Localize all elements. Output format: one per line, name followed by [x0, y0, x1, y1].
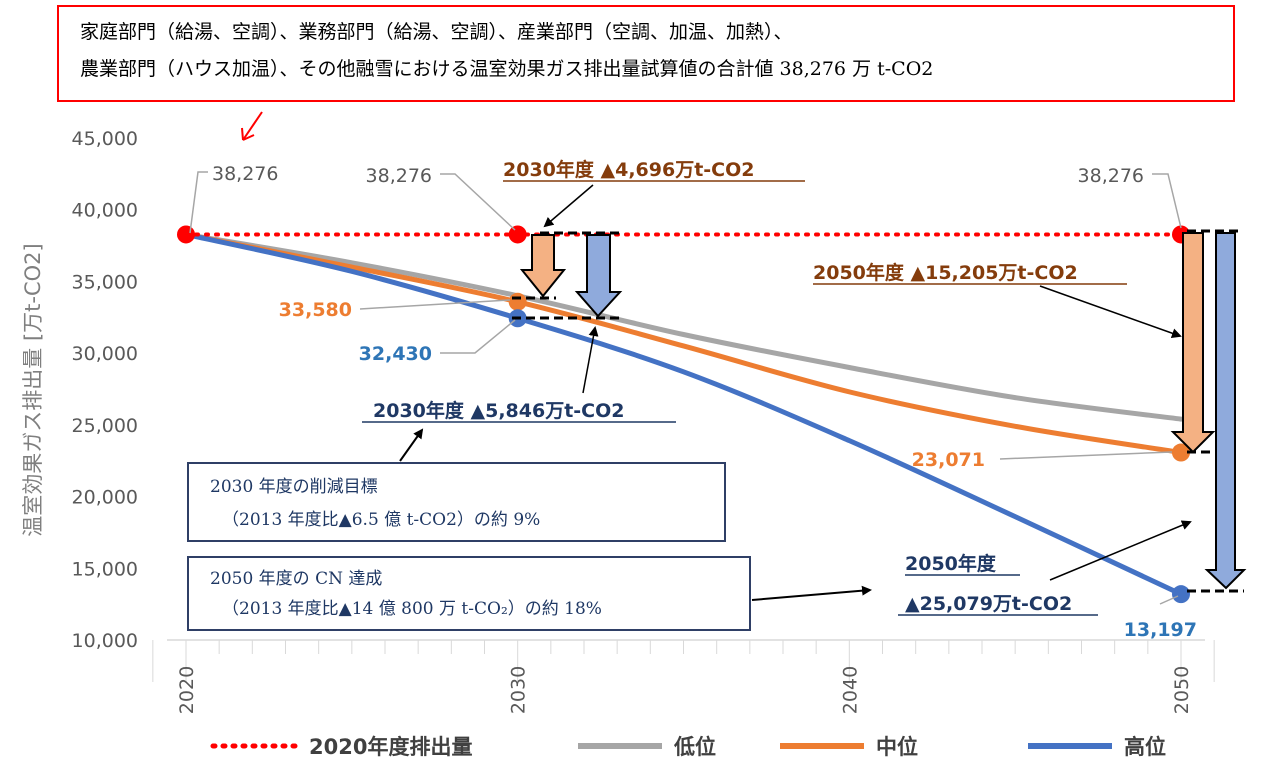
target-2030-line-2: （2013 年度比▲6.5 億 t-CO2）の約 9% — [222, 510, 540, 530]
y-axis-label: 温室効果ガス排出量 [万t-CO2] — [21, 243, 45, 536]
label-mid-2050: 23,071 — [912, 449, 985, 471]
annotation-2050-high-1: 2050年度 — [905, 552, 997, 575]
legend-label: 2020年度排出量 — [309, 735, 472, 759]
target-2050-line-1: 2050 年度の CN 達成 — [210, 569, 382, 589]
annotation-2050-mid-pointer — [1039, 285, 1182, 339]
label-high-2050: 13,197 — [1124, 619, 1197, 641]
y-tick-label: 30,000 — [72, 343, 138, 365]
y-tick-label: 25,000 — [72, 415, 138, 437]
leader-lines — [189, 171, 1182, 605]
arrow-2050-mid — [1170, 232, 1216, 454]
header-box — [57, 5, 1235, 102]
series-line-low — [183, 231, 1184, 422]
series-line-mid — [183, 231, 1184, 456]
x-tick-label: 2040 — [839, 666, 861, 714]
label-high-2030: 32,430 — [359, 343, 432, 365]
series-point-mid — [1172, 443, 1190, 462]
annotation-2050-high-pointer — [1049, 520, 1192, 581]
series-point-mid — [508, 292, 527, 311]
x-tick-label: 2050 — [1171, 666, 1193, 714]
x-tick-label: 2020 — [176, 666, 198, 714]
target-2050-pointer — [751, 585, 872, 601]
baseline-point — [177, 225, 195, 244]
baseline-point — [508, 225, 527, 244]
header-pointer-arrow — [242, 111, 263, 141]
series-point-high — [1172, 585, 1190, 604]
reference-dashes — [512, 229, 1244, 593]
target-2030-line-1: 2030 年度の削減目標 — [210, 477, 378, 497]
y-tick-label: 15,000 — [72, 558, 138, 580]
series-line-high — [183, 231, 1184, 597]
annotation-2030-mid-pointer — [543, 184, 594, 228]
y-tick-label: 45,000 — [72, 128, 138, 150]
label-base-2050: 38,276 — [1078, 165, 1144, 187]
annotation-2050-mid: 2050年度 ▲15,205万t-CO2 — [813, 261, 1078, 284]
arrow-2030-mid — [519, 234, 567, 298]
y-tick-label: 35,000 — [72, 271, 138, 293]
target-2050-line-2: （2013 年度比▲14 億 800 万 t-CO₂）の約 18% — [222, 599, 602, 619]
header-pointer-arrowhead — [241, 127, 255, 141]
target-2030-box — [187, 462, 726, 542]
legend-label: 低位 — [673, 735, 716, 759]
label-base-2020: 38,276 — [212, 163, 278, 185]
annotation-2030-mid: 2030年度 ▲4,696万t-CO2 — [503, 158, 755, 181]
legend-label: 中位 — [876, 735, 918, 759]
label-mid-2030: 33,580 — [279, 299, 352, 321]
y-tick-label: 10,000 — [72, 630, 138, 652]
annotation-2050-high-2: ▲25,079万t-CO2 — [905, 593, 1072, 615]
legend: 2020年度排出量 低位 中位 高位 — [210, 735, 1166, 759]
annotation-2030-high: 2030年度 ▲5,846万t-CO2 — [373, 399, 625, 422]
y-tick-label: 20,000 — [72, 487, 138, 509]
x-tick-label: 2030 — [508, 666, 530, 714]
header-line-1: 家庭部門（給湯、空調）、業務部門（給湯、空調）、産業部門（空調、加温、加熱）、 — [80, 21, 793, 43]
y-tick-label: 40,000 — [72, 200, 138, 222]
arrow-2050-high — [1204, 232, 1247, 590]
legend-label: 高位 — [1124, 735, 1166, 759]
annotation-2030-high-pointer — [582, 326, 599, 394]
target-2030-pointer — [399, 428, 424, 462]
arrow-2030-high — [574, 234, 623, 318]
target-2050-box — [187, 556, 751, 631]
label-base-2030: 38,276 — [366, 165, 432, 187]
header-line-2: 農業部門（ハウス加温）、その他融雪における温室効果ガス排出量試算値の合計値 38… — [80, 58, 933, 80]
